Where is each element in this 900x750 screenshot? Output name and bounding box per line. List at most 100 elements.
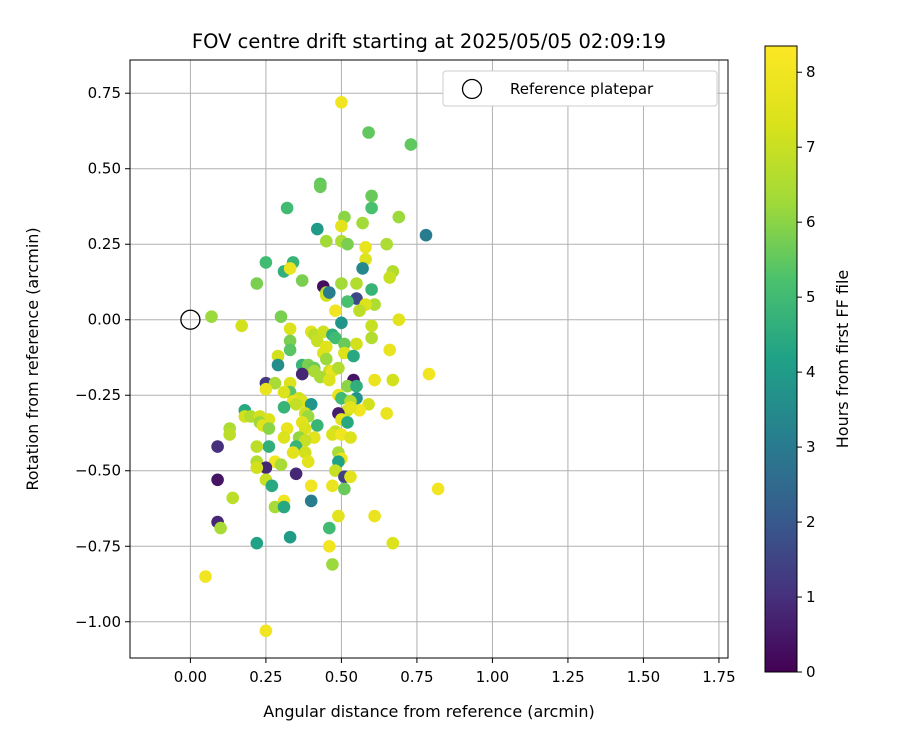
legend-box (442, 70, 718, 107)
data-point (326, 558, 339, 571)
data-point (344, 470, 357, 484)
data-point (311, 334, 324, 348)
data-point (365, 201, 378, 215)
data-point (362, 126, 375, 139)
data-point (311, 222, 324, 236)
data-point (365, 283, 378, 296)
reference-platepar-marker (180, 309, 201, 330)
data-point (277, 385, 291, 399)
data-point (295, 274, 309, 287)
data-points (180, 96, 445, 638)
data-point (211, 473, 224, 487)
data-point (283, 334, 297, 348)
data-point (298, 422, 312, 435)
data-point (199, 570, 212, 583)
data-point (250, 440, 264, 453)
plot-frame (129, 59, 729, 659)
colorbar-tick-label: 2 (806, 513, 816, 531)
colorbar-tick-label: 5 (806, 288, 816, 306)
data-point (250, 277, 264, 290)
y-tick-label: 0.75 (88, 84, 121, 102)
x-tick-label: 1.50 (627, 668, 660, 686)
data-point (298, 434, 312, 447)
y-tick-label: 0.50 (88, 160, 121, 178)
data-point (205, 310, 218, 324)
colorbar-ticks: 0 1 2 3 4 5 6 7 8 (797, 63, 816, 681)
y-tick-label: −0.25 (75, 386, 121, 404)
data-point (259, 624, 273, 638)
data-point (326, 479, 339, 493)
colorbar-label: Hours from first FF file (833, 270, 852, 449)
data-point (271, 358, 285, 372)
data-point (320, 234, 333, 248)
data-point (277, 431, 291, 444)
data-point (277, 500, 291, 514)
colorbar-tick-label: 7 (806, 138, 816, 156)
data-point (295, 367, 309, 381)
colorbar-tick-label: 0 (806, 663, 816, 681)
data-point (211, 440, 224, 453)
data-point (362, 398, 375, 411)
data-point (259, 461, 273, 475)
colorbar-tick-label: 1 (806, 588, 816, 606)
data-point (283, 530, 297, 544)
data-point (262, 440, 276, 453)
data-point (323, 286, 336, 299)
data-point (332, 361, 345, 375)
data-point (338, 337, 351, 351)
data-point (283, 262, 297, 275)
data-point (314, 180, 327, 194)
x-axis-label: Angular distance from reference (arcmin) (263, 702, 594, 721)
colorbar-tick-label: 4 (806, 363, 816, 381)
data-point (304, 479, 318, 493)
legend-marker (461, 78, 483, 100)
data-point (280, 201, 294, 215)
data-point (268, 500, 282, 514)
data-point (365, 319, 378, 333)
y-tick-label: −0.75 (75, 537, 121, 555)
data-point (368, 373, 381, 387)
data-point (223, 428, 236, 441)
data-point (359, 241, 372, 254)
data-point (347, 349, 360, 363)
y-tick-label: −1.00 (75, 613, 121, 631)
data-point (404, 138, 418, 151)
x-tick-label: 0.25 (249, 668, 282, 686)
data-point (329, 464, 342, 478)
data-point (341, 379, 354, 393)
data-point (380, 407, 394, 420)
data-point (320, 352, 333, 366)
data-point (323, 521, 336, 535)
x-tick-label: 0.50 (325, 668, 358, 686)
x-axis-ticks: 0.00 0.25 0.50 0.75 1.00 1.25 1.50 1.75 (174, 658, 736, 686)
data-point (422, 367, 436, 381)
data-point (226, 491, 239, 505)
data-point (386, 373, 400, 387)
colorbar-gradient (764, 45, 798, 673)
data-point (323, 540, 336, 553)
data-point (335, 277, 348, 290)
x-tick-label: 1.00 (476, 668, 509, 686)
data-point (392, 313, 406, 327)
data-point (289, 398, 303, 411)
colorbar: 0 1 2 3 4 5 6 7 8 Hours from first FF file (764, 45, 852, 681)
colorbar-tick-label: 8 (806, 63, 816, 81)
data-point (335, 316, 348, 330)
x-tick-label: 0.75 (400, 668, 433, 686)
data-point (380, 237, 394, 251)
x-tick-label: 1.75 (702, 668, 735, 686)
data-point (244, 410, 258, 423)
data-point (335, 96, 348, 109)
data-point (368, 509, 381, 523)
legend: Reference platepar (442, 70, 718, 107)
data-point (304, 398, 318, 411)
data-point (286, 446, 300, 459)
data-point (214, 521, 227, 535)
data-point (341, 416, 354, 429)
data-point (350, 277, 363, 290)
data-point (235, 319, 248, 333)
data-point (392, 210, 406, 224)
data-point (431, 482, 445, 496)
data-point (329, 304, 342, 318)
